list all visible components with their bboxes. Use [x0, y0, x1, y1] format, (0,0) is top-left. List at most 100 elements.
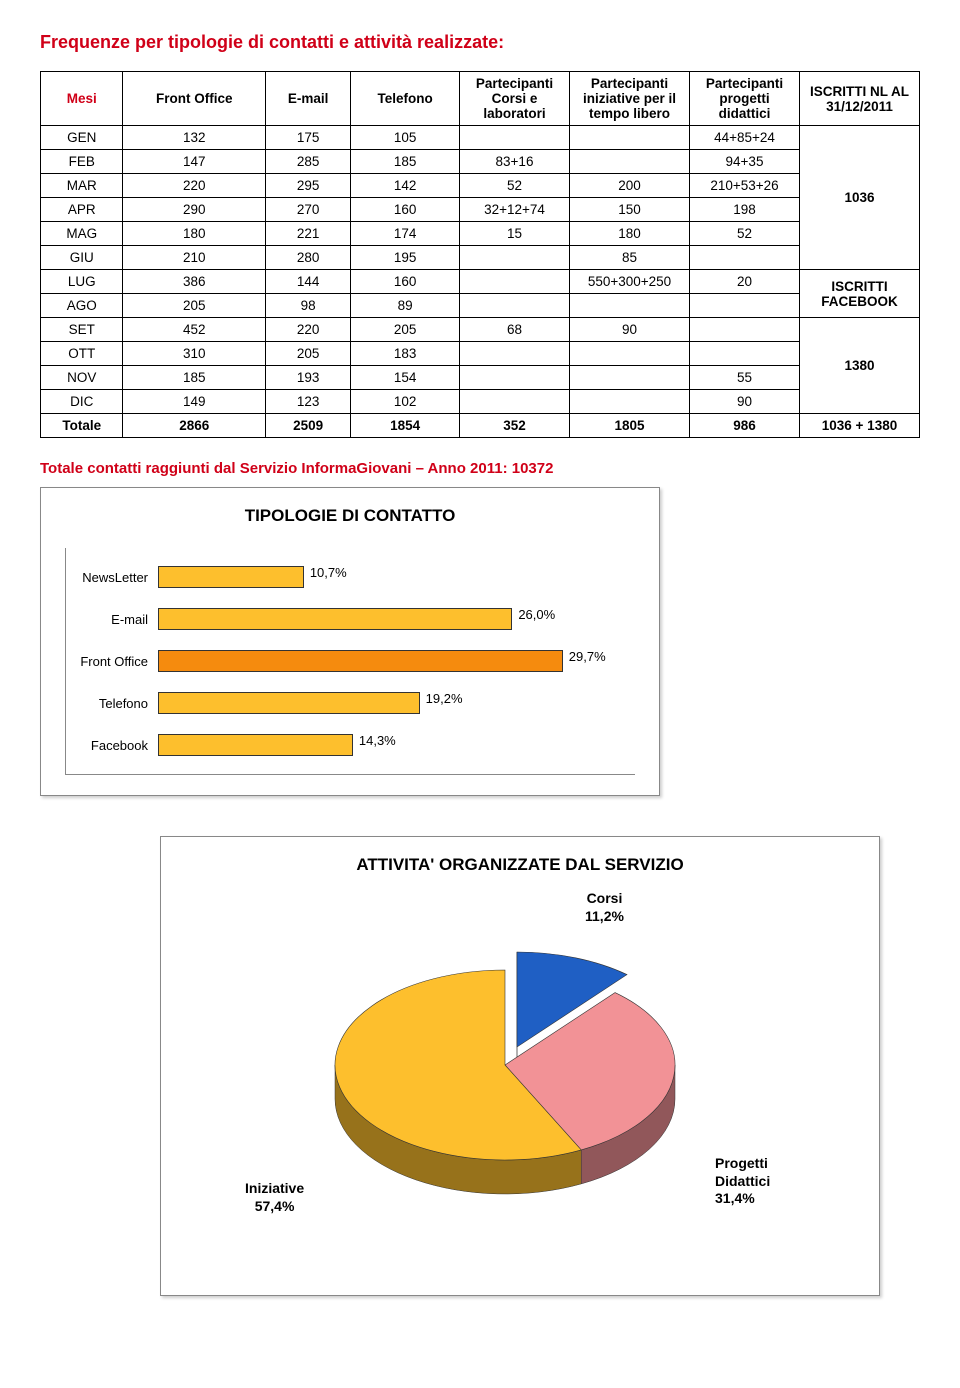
pie-label-progetti-name1: Progetti — [715, 1155, 770, 1173]
table-cell: GIU — [41, 246, 123, 270]
side-cell-1380: 1380 — [800, 318, 920, 414]
table-cell: 85 — [570, 246, 690, 270]
table-row: FEB14728518583+1694+35 — [41, 150, 920, 174]
table-cell: 15 — [460, 222, 570, 246]
table-cell: 90 — [570, 318, 690, 342]
pie-label-corsi: Corsi 11,2% — [585, 890, 624, 925]
col-fo: Front Office — [123, 72, 266, 126]
table-total-cell: 1036 + 1380 — [800, 414, 920, 438]
table-cell: 68 — [460, 318, 570, 342]
bar-fill — [158, 650, 563, 672]
table-cell: 174 — [351, 222, 460, 246]
table-cell: 205 — [123, 294, 266, 318]
table-header-row: Mesi Front Office E-mail Telefono Partec… — [41, 72, 920, 126]
table-row: MAG1802211741518052 — [41, 222, 920, 246]
table-cell: 185 — [123, 366, 266, 390]
table-cell — [460, 294, 570, 318]
table-cell: 221 — [266, 222, 351, 246]
table-cell: 220 — [123, 174, 266, 198]
table-cell: 102 — [351, 390, 460, 414]
table-row: APR29027016032+12+74150198 — [41, 198, 920, 222]
table-row: GIU21028019585 — [41, 246, 920, 270]
table-cell — [570, 390, 690, 414]
pie-label-corsi-name: Corsi — [585, 890, 624, 908]
table-cell — [460, 126, 570, 150]
bar-fill — [158, 692, 420, 714]
table-cell: 144 — [266, 270, 351, 294]
data-table: Mesi Front Office E-mail Telefono Partec… — [40, 71, 920, 438]
table-row: GEN13217510544+85+241036 — [41, 126, 920, 150]
pie-label-iniziative: Iniziative 57,4% — [245, 1180, 304, 1215]
piechart-wrap: Corsi 11,2% Progetti Didattici 31,4% Ini… — [185, 935, 855, 1255]
table-cell: 180 — [570, 222, 690, 246]
table-cell — [460, 342, 570, 366]
bar-track: 26,0% — [158, 608, 635, 630]
table-total-row: Totale28662509185435218059861036 + 1380 — [41, 414, 920, 438]
bar-fill — [158, 566, 304, 588]
table-cell: LUG — [41, 270, 123, 294]
page-title: Frequenze per tipologie di contatti e at… — [40, 32, 920, 53]
table-cell: 200 — [570, 174, 690, 198]
bar-row: Front Office29,7% — [66, 642, 635, 680]
table-cell: OTT — [41, 342, 123, 366]
table-cell: 98 — [266, 294, 351, 318]
bar-label: NewsLetter — [66, 570, 158, 585]
table-total-cell: 1805 — [570, 414, 690, 438]
table-cell: 55 — [690, 366, 800, 390]
table-cell: 180 — [123, 222, 266, 246]
table-total-cell: 352 — [460, 414, 570, 438]
pie-label-progetti-name2: Didattici — [715, 1173, 770, 1191]
table-cell: 154 — [351, 366, 460, 390]
table-cell: 290 — [123, 198, 266, 222]
table-cell — [570, 126, 690, 150]
table-cell: 175 — [266, 126, 351, 150]
table-cell: 160 — [351, 198, 460, 222]
piechart-container: ATTIVITA' ORGANIZZATE DAL SERVIZIO Corsi… — [160, 836, 880, 1296]
table-cell: AGO — [41, 294, 123, 318]
table-cell: FEB — [41, 150, 123, 174]
bar-track: 19,2% — [158, 692, 635, 714]
bar-track: 14,3% — [158, 734, 635, 756]
table-cell — [690, 294, 800, 318]
table-row: NOV18519315455 — [41, 366, 920, 390]
pie-label-iniziative-pct: 57,4% — [245, 1198, 304, 1216]
table-cell: APR — [41, 198, 123, 222]
piechart-title: ATTIVITA' ORGANIZZATE DAL SERVIZIO — [185, 855, 855, 875]
bar-value: 19,2% — [420, 691, 463, 706]
table-cell: 205 — [351, 318, 460, 342]
table-cell — [690, 342, 800, 366]
table-cell: 183 — [351, 342, 460, 366]
table-cell: 210+53+26 — [690, 174, 800, 198]
subtitle-number: 10372 — [512, 460, 554, 477]
pie-label-progetti: Progetti Didattici 31,4% — [715, 1155, 770, 1208]
table-row: SET45222020568901380 — [41, 318, 920, 342]
table-row: DIC14912310290 — [41, 390, 920, 414]
bar-label: Facebook — [66, 738, 158, 753]
table-cell: DIC — [41, 390, 123, 414]
table-cell — [570, 150, 690, 174]
bar-fill — [158, 608, 512, 630]
barchart-bars: NewsLetter10,7%E-mail26,0%Front Office29… — [65, 548, 635, 775]
table-cell: 386 — [123, 270, 266, 294]
table-cell: SET — [41, 318, 123, 342]
table-row: MAR22029514252200210+53+26 — [41, 174, 920, 198]
table-cell: 295 — [266, 174, 351, 198]
table-cell: 44+85+24 — [690, 126, 800, 150]
table-cell — [570, 342, 690, 366]
table-cell — [570, 294, 690, 318]
table-cell: 270 — [266, 198, 351, 222]
side-cell-1036: 1036 — [800, 126, 920, 270]
table-total-cell: Totale — [41, 414, 123, 438]
table-cell: 285 — [266, 150, 351, 174]
bar-value: 10,7% — [304, 565, 347, 580]
table-cell: 142 — [351, 174, 460, 198]
table-cell — [460, 246, 570, 270]
col-corsi: Partecipanti Corsi e laboratori — [460, 72, 570, 126]
table-cell: 94+35 — [690, 150, 800, 174]
table-cell — [460, 366, 570, 390]
pie-label-corsi-pct: 11,2% — [585, 908, 624, 926]
table-cell: MAG — [41, 222, 123, 246]
table-row: AGO2059889 — [41, 294, 920, 318]
bar-fill — [158, 734, 353, 756]
pie-label-iniziative-name: Iniziative — [245, 1180, 304, 1198]
